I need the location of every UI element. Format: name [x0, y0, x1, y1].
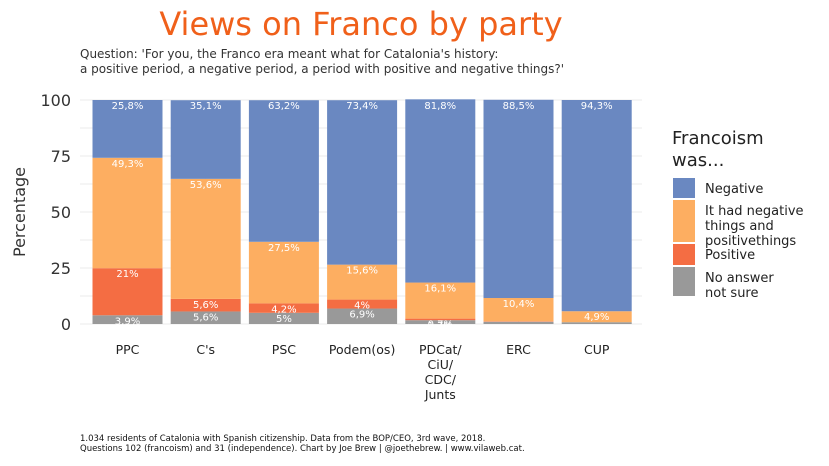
legend-item: It had negative things and positivethings: [673, 200, 804, 249]
bar-segment: [405, 320, 476, 324]
bar-segment: [92, 315, 163, 324]
data-label: 25,8%: [112, 101, 144, 112]
bar-segment: [327, 100, 398, 265]
bar-segment: [405, 318, 476, 321]
bar-segment: [327, 264, 398, 300]
legend-label: No answer not sure: [705, 271, 774, 301]
x-tick-label: ERC: [506, 342, 531, 357]
data-label: 5,6%: [193, 300, 218, 311]
bar-segment: [248, 312, 319, 324]
bar-segment: [561, 100, 632, 312]
caption: 1.034 residents of Catalonia with Spanis…: [80, 434, 525, 454]
data-label: 88,5%: [503, 101, 535, 112]
data-label: 5%: [276, 314, 292, 325]
x-tick-label: PDCat/CiU/CDC/Junts: [419, 342, 462, 402]
data-label: 15,6%: [346, 266, 378, 277]
y-tick-label: 0: [61, 315, 71, 334]
x-tick-label: C's: [196, 342, 215, 357]
data-label: 0,7%: [428, 320, 453, 331]
y-axis: 0 25 50 75 100: [40, 91, 71, 334]
caption-line: 1.034 residents of Catalonia with Spanis…: [80, 434, 485, 444]
legend-label: Negative: [705, 182, 763, 197]
y-tick-label: 75: [51, 147, 71, 166]
legend-item: No answer not sure: [673, 267, 774, 301]
x-tick-label: Podem(os): [329, 342, 395, 357]
y-tick-label: 50: [51, 203, 71, 222]
chart-subtitle: Question: 'For you, the Franco era meant…: [80, 47, 564, 76]
data-label: 27,5%: [268, 243, 300, 254]
bar-segment: [561, 311, 632, 323]
bar-segment: [405, 99, 476, 283]
bar-segment: [327, 308, 398, 324]
legend: Francoism was... Negative It had negative th…: [672, 128, 804, 301]
y-tick-label: 100: [40, 91, 71, 110]
legend-item: Negative: [673, 178, 763, 198]
data-label: 4%: [354, 301, 370, 312]
data-label: 63,2%: [268, 101, 300, 112]
data-label: 73,4%: [346, 101, 378, 112]
legend-label: It had negative things and positivethings: [705, 204, 804, 249]
x-tick-label: PPC: [116, 342, 140, 357]
x-axis: PPC C's PSC Podem(os) PDCat/CiU/CDC/Junts ERC…: [116, 342, 610, 402]
data-label: 35,1%: [190, 101, 222, 112]
bar-segment: [483, 99, 554, 299]
bar-segment: [170, 100, 241, 179]
data-label: 10,4%: [503, 299, 535, 310]
data-label: 53,6%: [190, 180, 222, 191]
bar-segment: [92, 268, 163, 316]
bars: [92, 99, 632, 324]
legend-swatch: [673, 178, 695, 198]
y-axis-label: Percentage: [10, 167, 29, 257]
legend-label: Positive: [705, 248, 755, 263]
bar-segment: [561, 322, 632, 324]
data-label: 81,8%: [424, 101, 456, 112]
bar-segment: [483, 298, 554, 322]
bar-segment: [327, 299, 398, 309]
y-tick-label: 25: [51, 259, 71, 278]
bar-segment: [170, 178, 241, 299]
bar-segment: [483, 321, 554, 324]
data-label: 3,9%: [115, 316, 140, 327]
bar-segment: [92, 157, 163, 269]
legend-title: Francoism was...: [672, 128, 764, 171]
bar-segment: [92, 100, 163, 158]
data-label: 5,6%: [193, 312, 218, 323]
bar-segment: [248, 241, 319, 304]
bar-segment: [405, 282, 476, 319]
data-label: 94,3%: [581, 101, 613, 112]
subtitle-line: Question: 'For you, the Franco era meant…: [80, 47, 498, 61]
data-label: 1,7%: [428, 321, 453, 332]
data-label: 6,9%: [349, 310, 374, 321]
legend-swatch: [673, 200, 695, 242]
legend-item: Positive: [673, 244, 755, 265]
x-tick-label: CUP: [584, 342, 610, 357]
subtitle-line: a positive period, a negative period, a …: [80, 62, 564, 76]
bar-segment: [248, 100, 319, 242]
data-label: 49,3%: [112, 159, 144, 170]
legend-swatch: [673, 267, 695, 296]
data-label: 4,9%: [584, 312, 609, 323]
data-label: 21%: [116, 269, 138, 280]
data-label: 4,2%: [271, 304, 296, 315]
bar-segment: [248, 303, 319, 313]
data-label: 16,1%: [424, 284, 456, 295]
bar-segment: [170, 311, 241, 324]
legend-swatch: [673, 244, 695, 265]
chart-title: Views on Franco by party: [159, 5, 562, 43]
caption-line: Questions 102 (francoism) and 31 (indepe…: [80, 444, 525, 454]
bar-segment: [170, 298, 241, 312]
x-tick-label: PSC: [272, 342, 296, 357]
data-labels: 3,9% 21% 49,3% 25,8% 5,6%5,6% 53,6% 35,1% 5%4,2…: [112, 101, 613, 332]
